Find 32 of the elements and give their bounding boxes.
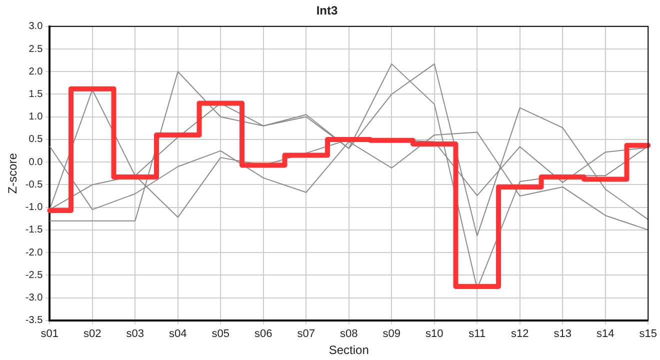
x-tick-label: s04 <box>169 328 187 340</box>
x-axis-title: Section <box>328 343 369 358</box>
x-tick-label: s11 <box>468 328 486 340</box>
y-tick-label: -2.0 <box>25 247 44 258</box>
chart-title: Int3 <box>316 4 338 18</box>
x-tick-label: s10 <box>426 328 444 340</box>
x-tick-label: s02 <box>84 328 102 340</box>
x-tick-label: s14 <box>596 328 614 340</box>
y-tick-label: -0.5 <box>25 179 44 190</box>
x-tick-label: s09 <box>382 328 401 340</box>
y-tick-label: 3.0 <box>28 21 44 32</box>
y-tick-label: -3.5 <box>25 315 44 326</box>
y-tick-label: 0.0 <box>28 156 44 168</box>
y-tick-label: 1.0 <box>28 112 44 123</box>
y-axis-title: Z-score <box>6 152 20 194</box>
x-tick-label: s07 <box>297 328 316 340</box>
x-tick-label: s12 <box>511 328 529 340</box>
y-tick-label: -2.5 <box>25 270 44 281</box>
y-tick-label: 0.5 <box>28 134 44 146</box>
x-tick-label: s05 <box>212 328 230 340</box>
y-tick-label: 2.0 <box>28 66 44 78</box>
y-tick-label: 2.5 <box>28 44 44 55</box>
x-tick-label: s08 <box>340 328 358 340</box>
x-tick-label: s01 <box>40 328 59 340</box>
x-tick-label: s13 <box>554 328 572 340</box>
y-tick-label: -1.5 <box>25 224 44 236</box>
x-tick-label: s06 <box>254 328 272 340</box>
y-tick-label: -3.0 <box>25 292 44 304</box>
x-tick-label: s15 <box>639 328 658 340</box>
x-tick-label: s03 <box>126 328 144 340</box>
y-tick-label: 1.5 <box>28 88 44 100</box>
y-tick-label: -1.0 <box>25 202 44 214</box>
